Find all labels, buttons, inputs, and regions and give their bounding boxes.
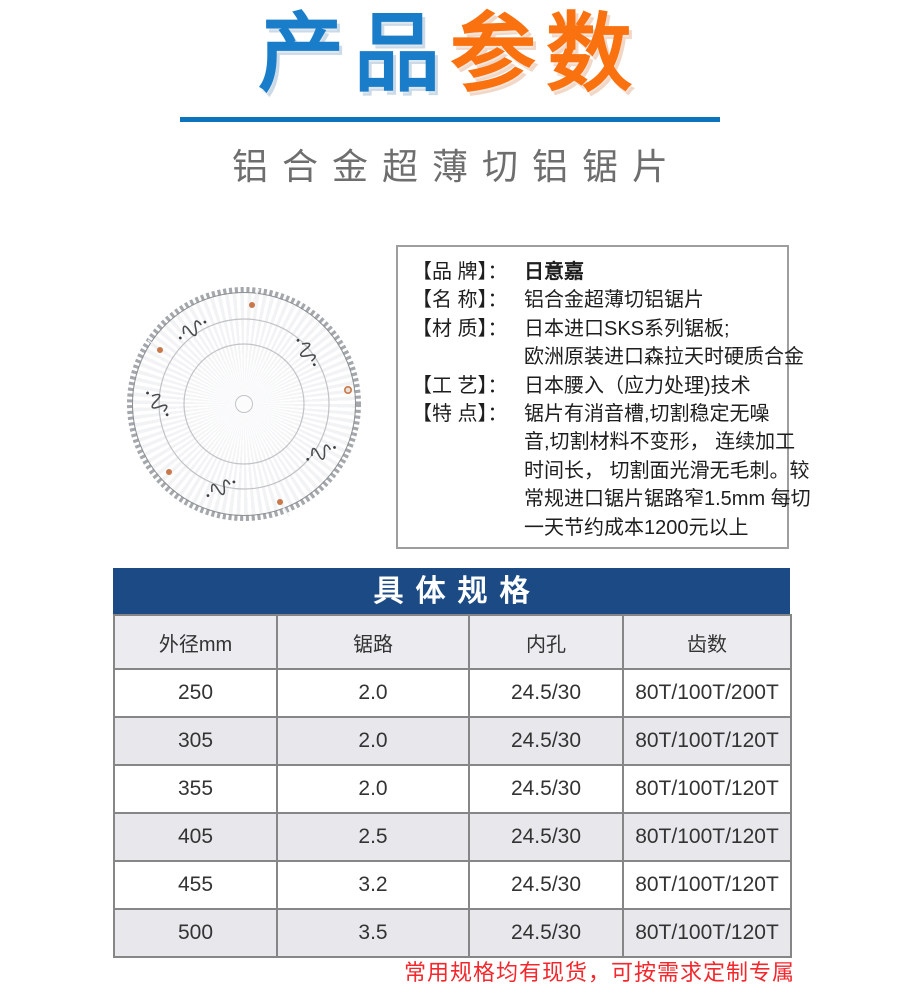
title-orange-part: 参数 [450,6,642,102]
col-header-teeth: 齿数 [622,614,792,670]
spec-label: 【工 艺】： [412,374,508,397]
cell-diameter: 500 [113,908,278,958]
cell-bore: 24.5/30 [468,812,624,862]
spec-value-brand: 日意嘉 [524,261,584,283]
spec-label-empty [412,485,524,513]
spec-value-name: 铝合金超薄切铝锯片 [524,289,704,312]
table-row: 500 3.5 24.5/30 80T/100T/120T [113,908,792,958]
cell-kerf: 2.0 [276,764,470,814]
saw-blade-details-icon [127,287,361,521]
spec-label-empty [412,428,524,456]
cell-bore: 24.5/30 [468,668,624,718]
table-row: 455 3.2 24.5/30 80T/100T/120T [113,860,792,910]
cell-bore: 24.5/30 [468,908,624,958]
col-header-diameter: 外径mm [113,614,278,670]
spec-line-features: 【特 点】： 锯片有消音槽,切割稳定无噪 [412,400,779,428]
table-row: 405 2.5 24.5/30 80T/100T/120T [113,812,792,862]
spec-value-features-2: 音,切割材料不变形， 连续加工 [524,431,796,454]
spec-line-features-4: 常规进口锯片锯路窄1.5mm 每切 [412,485,811,513]
spec-line-features-3: 时间长， 切割面光滑无毛刺。较 [412,457,810,485]
page-title: 产品参数 [0,0,900,112]
spec-value-features-3: 时间长， 切割面光滑无毛刺。较 [524,459,810,482]
spec-label: 【名 称】： [412,289,508,312]
cell-teeth: 80T/100T/120T [622,860,792,910]
col-header-bore: 内孔 [468,614,624,670]
spec-line-features-5: 一天节约成本1200元以上 [412,514,779,542]
cell-kerf: 2.0 [276,668,470,718]
spec-line-name: 【名 称】： 铝合金超薄切铝锯片 [412,286,779,314]
spec-label-empty [412,457,524,485]
table-header-row: 外径mm 锯路 内孔 齿数 [113,614,792,670]
spec-value-features-5: 一天节约成本1200元以上 [524,516,749,539]
spec-box: 【品 牌】： 日意嘉 【名 称】： 铝合金超薄切铝锯片 【材 质】： 日本进口S… [396,245,811,549]
product-photo [126,286,362,522]
col-header-kerf: 锯路 [276,614,470,670]
cell-teeth: 80T/100T/120T [622,908,792,958]
spec-value-material-2: 欧洲原装进口森拉天时硬质合金 [524,346,804,369]
spec-value-features-4: 常规进口锯片锯路窄1.5mm 每切 [524,488,811,511]
spec-table: 外径mm 锯路 内孔 齿数 250 2.0 24.5/30 80T/100T/2… [113,614,792,958]
spec-label: 【材 质】： [412,317,508,340]
cell-diameter: 250 [113,668,278,718]
cell-teeth: 80T/100T/200T [622,668,792,718]
spec-line-brand: 【品 牌】： 日意嘉 [412,258,779,286]
stock-note: 常用规格均有现货，可按需求定制专属 [403,960,795,985]
cell-teeth: 80T/100T/120T [622,764,792,814]
spec-label: 【特 点】： [412,403,508,426]
cell-diameter: 305 [113,716,278,766]
cell-diameter: 355 [113,764,278,814]
spec-label: 【品 牌】： [412,261,508,283]
spec-value-material: 日本进口SKS系列锯板; [524,317,730,340]
spec-label-empty [412,514,524,542]
cell-diameter: 405 [113,812,278,862]
cell-bore: 24.5/30 [468,764,624,814]
product-subtitle: 铝合金超薄切铝锯片 [231,146,682,187]
spec-value-features: 锯片有消音槽,切割稳定无噪 [524,403,770,426]
cell-bore: 24.5/30 [468,716,624,766]
table-row: 355 2.0 24.5/30 80T/100T/120T [113,764,792,814]
table-row: 305 2.0 24.5/30 80T/100T/120T [113,716,792,766]
spec-line-material: 【材 质】： 日本进口SKS系列锯板; [412,315,779,343]
cell-teeth: 80T/100T/120T [622,716,792,766]
cell-bore: 24.5/30 [468,860,624,910]
title-divider [180,117,720,122]
title-blue-part: 产品 [258,6,450,102]
cell-teeth: 80T/100T/120T [622,812,792,862]
spec-line-features-2: 音,切割材料不变形， 连续加工 [412,428,795,456]
table-row: 250 2.0 24.5/30 80T/100T/200T [113,668,792,718]
table-title: 具体规格 [113,568,790,614]
cell-kerf: 3.5 [276,908,470,958]
spec-value-process: 日本腰入（应力处理)技术 [524,374,751,397]
spec-label-empty [412,343,524,371]
cell-kerf: 3.2 [276,860,470,910]
spec-line-process: 【工 艺】： 日本腰入（应力处理)技术 [412,372,779,400]
spec-line-material-2: 欧洲原装进口森拉天时硬质合金 [412,343,804,371]
cell-diameter: 455 [113,860,278,910]
cell-kerf: 2.0 [276,716,470,766]
cell-kerf: 2.5 [276,812,470,862]
